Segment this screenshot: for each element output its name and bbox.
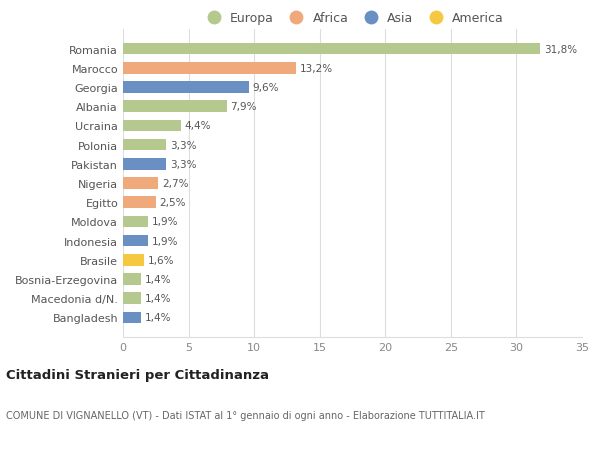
- Bar: [123, 197, 156, 208]
- Bar: [123, 254, 144, 266]
- Bar: [123, 44, 540, 55]
- Bar: [123, 293, 142, 304]
- Text: Cittadini Stranieri per Cittadinanza: Cittadini Stranieri per Cittadinanza: [6, 369, 269, 382]
- Text: 2,5%: 2,5%: [160, 198, 186, 208]
- Text: 1,6%: 1,6%: [148, 255, 175, 265]
- Text: 13,2%: 13,2%: [300, 64, 333, 74]
- Text: 31,8%: 31,8%: [544, 45, 577, 55]
- Text: 1,4%: 1,4%: [145, 313, 172, 323]
- Bar: [123, 82, 249, 94]
- Text: 9,6%: 9,6%: [253, 83, 280, 93]
- Bar: [123, 178, 158, 190]
- Text: 1,4%: 1,4%: [145, 274, 172, 284]
- Text: 4,4%: 4,4%: [185, 121, 211, 131]
- Bar: [123, 312, 142, 324]
- Bar: [123, 140, 166, 151]
- Legend: Europa, Africa, Asia, America: Europa, Africa, Asia, America: [197, 8, 508, 29]
- Bar: [123, 101, 227, 113]
- Text: 3,3%: 3,3%: [170, 140, 197, 150]
- Bar: [123, 159, 166, 170]
- Bar: [123, 235, 148, 247]
- Bar: [123, 216, 148, 228]
- Bar: [123, 120, 181, 132]
- Text: 3,3%: 3,3%: [170, 159, 197, 169]
- Text: 7,9%: 7,9%: [230, 102, 257, 112]
- Text: 2,7%: 2,7%: [163, 179, 189, 189]
- Text: 1,9%: 1,9%: [152, 217, 178, 227]
- Text: COMUNE DI VIGNANELLO (VT) - Dati ISTAT al 1° gennaio di ogni anno - Elaborazione: COMUNE DI VIGNANELLO (VT) - Dati ISTAT a…: [6, 410, 485, 420]
- Bar: [123, 63, 296, 74]
- Text: 1,9%: 1,9%: [152, 236, 178, 246]
- Bar: [123, 274, 142, 285]
- Text: 1,4%: 1,4%: [145, 293, 172, 303]
